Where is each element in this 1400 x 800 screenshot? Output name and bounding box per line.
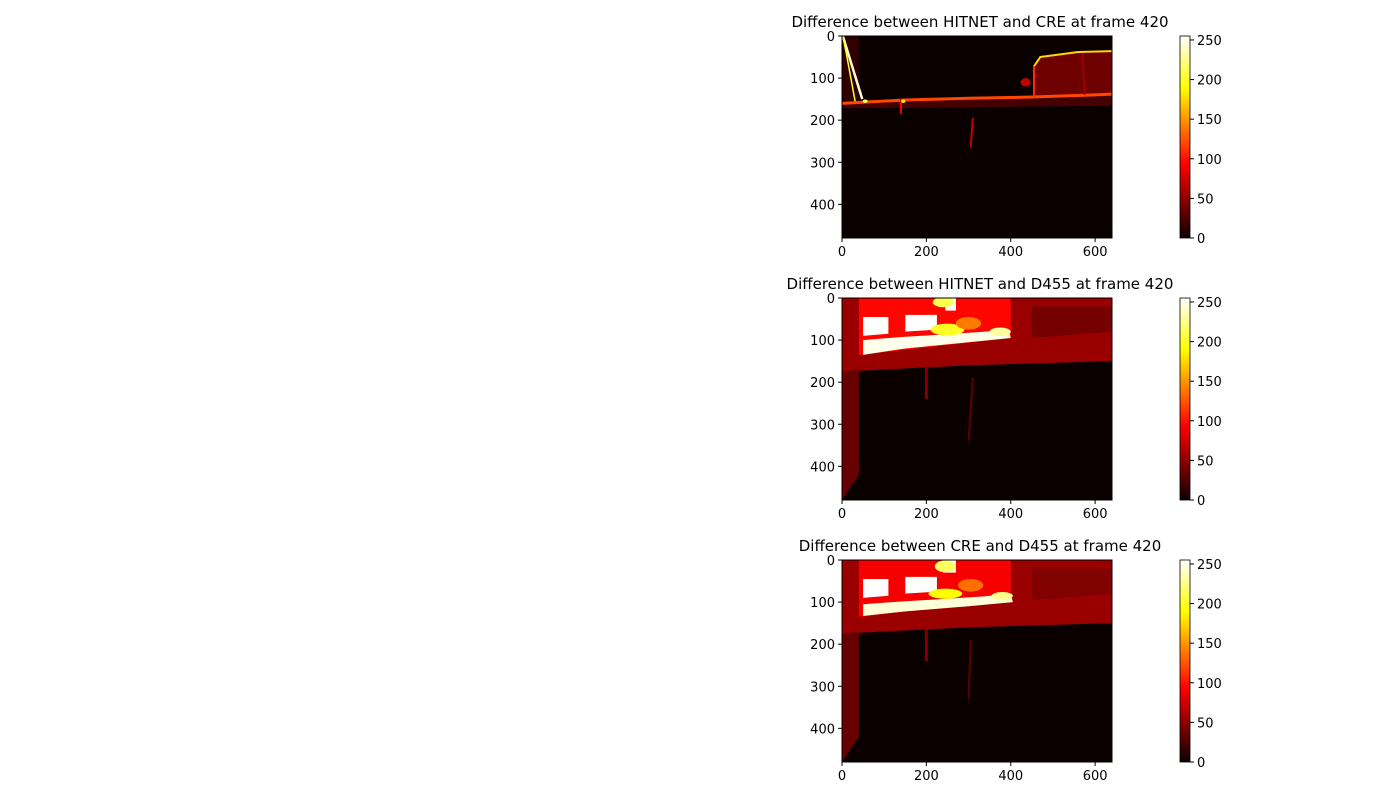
colorbar-tick-label: 250 bbox=[1197, 558, 1222, 573]
heatmap-edge bbox=[969, 117, 974, 148]
heatmap-panel-2: Difference between HITNET and D455 at fr… bbox=[787, 275, 1222, 522]
colorbar-tick-label: 0 bbox=[1197, 232, 1205, 247]
colorbar-tick-label: 150 bbox=[1197, 113, 1222, 128]
x-tick-label: 200 bbox=[914, 507, 939, 522]
heatmap-blob bbox=[862, 99, 868, 103]
heatmap-panel-1: Difference between HITNET and CRE at fra… bbox=[791, 13, 1221, 260]
colorbar-tick-label: 50 bbox=[1197, 716, 1214, 731]
heatmap-region bbox=[863, 578, 889, 598]
x-tick-label: 600 bbox=[1083, 507, 1108, 522]
y-tick-label: 100 bbox=[810, 72, 835, 87]
heatmap-blob bbox=[991, 591, 1013, 600]
heatmap-region bbox=[863, 593, 1013, 616]
y-tick-label: 200 bbox=[810, 114, 835, 129]
x-tick-label: 600 bbox=[1083, 245, 1108, 260]
x-tick-label: 600 bbox=[1083, 769, 1108, 784]
heatmap-blob bbox=[1020, 78, 1031, 87]
x-tick-label: 0 bbox=[838, 769, 846, 784]
colorbar-gradient bbox=[1179, 559, 1191, 763]
y-tick-label: 0 bbox=[827, 554, 835, 569]
x-tick-label: 400 bbox=[998, 769, 1023, 784]
colorbar-tick-label: 200 bbox=[1197, 74, 1222, 89]
panel-title: Difference between HITNET and D455 at fr… bbox=[787, 275, 1174, 293]
heatmap-region bbox=[905, 576, 937, 594]
x-tick-label: 200 bbox=[914, 245, 939, 260]
heatmap-blob bbox=[901, 99, 906, 103]
heatmap-edge bbox=[1033, 50, 1112, 67]
y-tick-label: 400 bbox=[810, 722, 835, 737]
x-tick-label: 0 bbox=[838, 507, 846, 522]
colorbar: 0 50 100 150 200 250 bbox=[1179, 34, 1222, 247]
heatmap-blob bbox=[958, 578, 984, 592]
y-tick-label: 400 bbox=[810, 460, 835, 475]
y-tick-label: 300 bbox=[810, 156, 835, 171]
colorbar-tick-label: 100 bbox=[1197, 153, 1222, 168]
heatmap-blob bbox=[934, 560, 956, 573]
x-tick-label: 200 bbox=[914, 769, 939, 784]
colorbar: 0 50 100 150 200 250 bbox=[1179, 296, 1222, 509]
y-tick-label: 400 bbox=[810, 198, 835, 213]
y-tick-label: 300 bbox=[810, 680, 835, 695]
axes-frame bbox=[841, 297, 1113, 501]
x-tick-label: 0 bbox=[838, 245, 846, 260]
heatmap-edge bbox=[967, 639, 972, 699]
y-tick-label: 300 bbox=[810, 418, 835, 433]
heatmap-blob bbox=[932, 298, 954, 308]
heatmap-region bbox=[1031, 568, 1112, 600]
heatmap-blob bbox=[928, 588, 963, 599]
y-tick-label: 0 bbox=[827, 30, 835, 45]
y-tick-label: 0 bbox=[827, 292, 835, 307]
heatmap-edge bbox=[842, 36, 857, 104]
colorbar-tick-label: 250 bbox=[1197, 296, 1222, 311]
heatmap-edge bbox=[842, 92, 1112, 105]
y-tick-label: 200 bbox=[810, 638, 835, 653]
colorbar-tick-label: 200 bbox=[1197, 336, 1222, 351]
colorbar-gradient bbox=[1179, 297, 1191, 501]
heatmap-image bbox=[842, 298, 1112, 500]
y-tick-label: 100 bbox=[810, 334, 835, 349]
x-tick-label: 400 bbox=[998, 245, 1023, 260]
heatmap-region bbox=[863, 329, 1011, 355]
heatmap-region bbox=[1033, 51, 1112, 99]
heatmap-blob bbox=[955, 316, 982, 330]
colorbar: 0 50 100 150 200 250 bbox=[1179, 558, 1222, 771]
heatmap-edge bbox=[842, 36, 864, 100]
y-tick-label: 100 bbox=[810, 596, 835, 611]
colorbar-gradient bbox=[1179, 35, 1191, 239]
heatmap-region bbox=[842, 369, 859, 500]
colorbar-tick-label: 0 bbox=[1197, 756, 1205, 771]
heatmap-panel-3: Difference between CRE and D455 at frame… bbox=[799, 537, 1222, 784]
colorbar-tick-label: 150 bbox=[1197, 375, 1222, 390]
heatmap-region bbox=[905, 314, 937, 332]
panel-title: Difference between HITNET and CRE at fra… bbox=[791, 13, 1168, 31]
heatmap-image bbox=[842, 560, 1112, 762]
colorbar-tick-label: 50 bbox=[1197, 454, 1214, 469]
heatmap-blob bbox=[989, 327, 1011, 336]
colorbar-tick-label: 100 bbox=[1197, 677, 1222, 692]
heatmap-image bbox=[842, 36, 1112, 238]
heatmap-region bbox=[863, 316, 889, 336]
y-tick-label: 200 bbox=[810, 376, 835, 391]
colorbar-tick-label: 0 bbox=[1197, 494, 1205, 509]
heatmap-edge bbox=[1081, 53, 1086, 95]
axes-frame bbox=[841, 559, 1113, 763]
x-tick-label: 400 bbox=[998, 507, 1023, 522]
panel-title: Difference between CRE and D455 at frame… bbox=[799, 537, 1162, 555]
colorbar-tick-label: 200 bbox=[1197, 598, 1222, 613]
colorbar-tick-label: 250 bbox=[1197, 34, 1222, 49]
heatmap-region bbox=[1031, 306, 1112, 338]
colorbar-tick-label: 100 bbox=[1197, 415, 1222, 430]
axes-frame bbox=[841, 35, 1113, 239]
heatmap-edge bbox=[967, 377, 974, 442]
heatmap-region bbox=[842, 631, 859, 762]
heatmap-blob bbox=[930, 323, 965, 336]
colorbar-tick-label: 150 bbox=[1197, 637, 1222, 652]
colorbar-tick-label: 50 bbox=[1197, 192, 1214, 207]
